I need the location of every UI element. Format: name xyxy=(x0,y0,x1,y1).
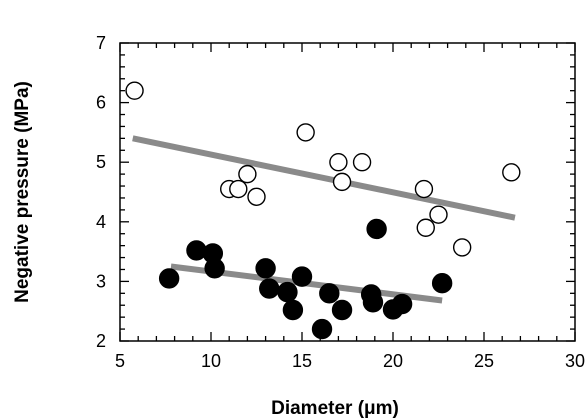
filled-data-point xyxy=(204,258,225,279)
filled-data-point xyxy=(431,272,453,294)
filled-data-point xyxy=(319,283,340,304)
open-data-point xyxy=(238,164,257,184)
open-data-point xyxy=(452,238,472,257)
open-data-point xyxy=(125,81,144,100)
open-data-point xyxy=(414,179,434,199)
open-data-point xyxy=(352,152,372,172)
open-data-point xyxy=(332,172,352,192)
trendline xyxy=(132,135,516,221)
x-tick-label: 20 xyxy=(383,351,403,371)
y-axis-label: Negative pressure (MPa) xyxy=(12,81,33,303)
plot-frame xyxy=(119,42,576,342)
open-data-point xyxy=(329,152,348,172)
y-tick-label: 3 xyxy=(96,271,106,291)
filled-data-point xyxy=(391,293,413,315)
y-tick-label: 7 xyxy=(96,33,106,53)
filled-data-point xyxy=(311,318,333,340)
x-axis-label: Diameter (μm) xyxy=(271,398,399,419)
filled-data-point xyxy=(158,268,180,289)
open-data-point xyxy=(416,218,435,237)
filled-data-point xyxy=(259,278,280,299)
filled-data-point xyxy=(331,299,353,321)
x-tick-label: 15 xyxy=(292,351,312,371)
trendlines xyxy=(132,135,516,304)
filled-data-point xyxy=(362,292,384,313)
y-tick-label: 4 xyxy=(96,212,106,232)
filled-data-point xyxy=(255,258,276,279)
tick-labels: 5 10 15 20 25 30 2 3 4 5 6 7 xyxy=(96,33,585,371)
open-data-point xyxy=(429,205,448,224)
filled-data-point xyxy=(277,281,298,303)
x-tick-label: 10 xyxy=(201,351,221,371)
x-tick-label: 5 xyxy=(115,351,125,371)
axis-ticks xyxy=(119,42,576,342)
x-tick-label: 30 xyxy=(565,351,585,371)
x-tick-label: 25 xyxy=(474,351,494,371)
open-data-point xyxy=(229,179,248,199)
open-data-point xyxy=(296,123,315,142)
filled-data-point xyxy=(366,218,387,240)
y-tick-label: 5 xyxy=(96,152,106,172)
open-data-point xyxy=(247,187,266,206)
y-tick-label: 2 xyxy=(96,331,106,351)
y-tick-label: 6 xyxy=(96,93,106,113)
filled-data-point xyxy=(291,266,313,287)
filled-data-point xyxy=(282,299,304,321)
data-points xyxy=(125,81,521,340)
open-data-point xyxy=(502,163,521,182)
